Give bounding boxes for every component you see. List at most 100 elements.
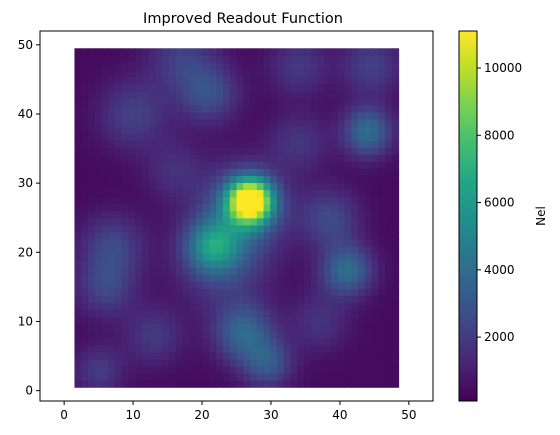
heatmap-cell <box>121 55 130 64</box>
heatmap-cell <box>277 281 285 289</box>
heatmap-cell <box>81 245 89 254</box>
heatmap-cell <box>304 295 312 304</box>
heatmap-cell <box>175 69 184 78</box>
heatmap-cell <box>135 69 143 78</box>
heatmap-cell <box>155 55 163 64</box>
heatmap-cell <box>283 330 292 339</box>
heatmap-cell <box>371 260 379 268</box>
heatmap-cell <box>344 62 352 71</box>
heatmap-cell <box>135 281 143 289</box>
heatmap-cell <box>378 182 386 191</box>
heatmap-cell <box>317 238 325 247</box>
heatmap-cell <box>216 62 224 71</box>
heatmap-cell <box>209 125 217 134</box>
heatmap-cell <box>141 253 150 261</box>
heatmap-cell <box>121 48 130 56</box>
heatmap-cell <box>114 182 123 191</box>
heatmap-cell <box>101 288 109 296</box>
heatmap-cell <box>168 175 177 184</box>
heatmap-cell <box>94 133 103 141</box>
heatmap-cell <box>168 267 177 275</box>
heatmap-cell <box>216 203 224 212</box>
heatmap-cell <box>317 358 325 367</box>
heatmap-cell <box>283 373 292 381</box>
heatmap-cell <box>256 203 265 212</box>
heatmap-cell <box>304 253 312 261</box>
heatmap-cell <box>148 118 157 127</box>
heatmap-cell <box>378 288 386 296</box>
heatmap-cell <box>216 154 224 162</box>
heatmap-cell <box>364 373 373 381</box>
heatmap-cell <box>87 83 96 92</box>
heatmap-cell <box>182 97 190 106</box>
heatmap-cell <box>114 274 123 282</box>
heatmap-cell <box>310 48 319 56</box>
heatmap-cell <box>182 133 190 141</box>
heatmap-cell <box>121 175 130 184</box>
heatmap-cell <box>155 168 163 176</box>
heatmap-cell <box>121 316 130 325</box>
heatmap-cell <box>216 260 224 268</box>
heatmap-cell <box>256 154 265 162</box>
heatmap-cell <box>250 295 258 304</box>
heatmap-cell <box>378 140 386 148</box>
heatmap-cell <box>364 175 373 184</box>
heatmap-cell <box>141 55 150 64</box>
heatmap-cell <box>135 118 143 127</box>
heatmap-cell <box>310 238 319 247</box>
heatmap-cell <box>216 69 224 78</box>
heatmap-cell <box>283 154 292 162</box>
heatmap-cell <box>216 182 224 191</box>
heatmap-cell <box>182 330 190 339</box>
heatmap-cell <box>297 358 305 367</box>
heatmap-cell <box>236 97 244 106</box>
heatmap-cell <box>391 365 400 374</box>
heatmap-cell <box>243 337 251 346</box>
heatmap-cell <box>155 337 163 346</box>
heatmap-cell <box>256 104 265 113</box>
heatmap-cell <box>331 203 339 212</box>
heatmap-cell <box>297 111 305 120</box>
heatmap-cell <box>216 104 224 113</box>
heatmap-cell <box>290 351 298 360</box>
heatmap-cell <box>256 344 265 353</box>
heatmap-cell <box>297 104 305 113</box>
heatmap-cell <box>371 295 379 304</box>
heatmap-cell <box>223 196 231 205</box>
heatmap-cell <box>229 302 238 311</box>
heatmap-cell <box>168 344 177 353</box>
heatmap-cell <box>101 69 109 78</box>
heatmap-cell <box>128 330 136 339</box>
heatmap-cell <box>141 245 150 254</box>
heatmap-cell <box>358 323 366 332</box>
heatmap-cell <box>189 97 197 106</box>
heatmap-cell <box>135 133 143 141</box>
heatmap-cell <box>310 302 319 311</box>
heatmap-cell <box>162 267 170 275</box>
heatmap-cell <box>155 147 163 155</box>
heatmap-cell <box>141 260 150 268</box>
heatmap-cell <box>81 154 89 162</box>
heatmap-cell <box>263 253 271 261</box>
heatmap-cell <box>189 69 197 78</box>
heatmap-cell <box>358 373 366 381</box>
heatmap-cell <box>304 175 312 184</box>
heatmap-cell <box>162 133 170 141</box>
heatmap-cell <box>385 316 393 325</box>
heatmap-cell <box>283 224 292 233</box>
heatmap-cell <box>121 337 130 346</box>
heatmap-cell <box>236 133 244 141</box>
heatmap-cell <box>216 175 224 184</box>
heatmap-cell <box>223 175 231 184</box>
heatmap-cell <box>81 140 89 148</box>
heatmap-cell <box>114 309 123 318</box>
heatmap-cell <box>236 365 244 374</box>
heatmap-cell <box>304 323 312 332</box>
heatmap-cell <box>337 175 346 184</box>
heatmap-cell <box>216 97 224 106</box>
heatmap-cell <box>290 125 298 134</box>
heatmap-cell <box>385 104 393 113</box>
heatmap-cell <box>74 337 82 346</box>
heatmap-cell <box>263 217 271 226</box>
heatmap-cell <box>74 189 82 198</box>
